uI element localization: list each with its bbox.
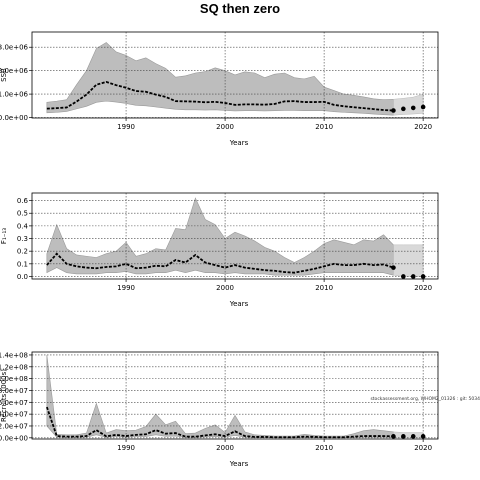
forecast-point <box>391 434 396 439</box>
forecast-point <box>410 105 416 111</box>
forecast-point <box>420 434 426 439</box>
y-tick-label: 0.2 <box>17 248 28 256</box>
source-annotation: stockassessment.org, WHOM2_01326 : git: … <box>370 396 480 402</box>
y-tick-label: 8.0e+07 <box>0 387 28 395</box>
fishing-mortality-panel: 1990 2000 2010 2020 0.0 0.1 0.2 0.3 0.4 0.5 0.6 Yea… <box>0 192 439 308</box>
forecast-point <box>410 274 416 279</box>
y-tick-label: 0.0e+00 <box>0 434 28 442</box>
x-axis-label: Years <box>229 460 249 468</box>
forecast-point <box>401 106 406 112</box>
plot-frame <box>31 351 439 440</box>
y-tick-label: 0.0 <box>17 273 28 281</box>
median-series-line <box>46 80 394 112</box>
plot-frame <box>31 192 439 280</box>
x-tick-label: 1990 <box>117 284 135 292</box>
forecast-point <box>420 274 426 279</box>
forecast-band <box>393 93 424 116</box>
x-tick-label: 1990 <box>117 444 135 452</box>
median-series-line <box>46 252 394 274</box>
recruitment-panel: 1990 2000 2010 2020 0.0e+00 2.0e+07 4.0e+07 6.0… <box>0 351 480 468</box>
forecast-band <box>393 244 424 277</box>
forecast-point <box>401 434 406 439</box>
confidence-band <box>46 354 394 438</box>
y-tick-label: 0.6 <box>17 197 29 205</box>
forecast-point <box>401 274 406 279</box>
y-axis-label: F₁₋₁₃ <box>0 228 8 244</box>
forecast-point <box>391 108 396 113</box>
ssb-panel: 1990 2000 2010 2020 0.0e+00 1.0e+06 2.0e+06 3.0… <box>0 31 439 147</box>
forecast-band <box>393 431 424 438</box>
y-tick-label: 0.4 <box>17 222 29 230</box>
x-tick-label: 2020 <box>414 444 432 452</box>
confidence-band <box>46 42 394 116</box>
x-tick-label: 2000 <box>216 284 234 292</box>
y-tick-label: 4.0e+07 <box>0 411 28 419</box>
x-tick-label: 2010 <box>315 123 333 131</box>
y-tick-label: 2.0e+07 <box>0 422 28 430</box>
x-axis-label: Years <box>229 139 249 147</box>
y-tick-label: 2.0e+06 <box>0 67 29 75</box>
x-tick-label: 2000 <box>216 444 234 452</box>
y-tick-label: 1.0e+08 <box>0 375 28 383</box>
x-tick-label: 2010 <box>315 444 333 452</box>
y-axis-label: Recruits (000s) <box>0 369 8 422</box>
y-tick-label: 0.1 <box>17 260 28 268</box>
y-tick-label: 3.0e+06 <box>0 44 29 52</box>
y-tick-label: 0.3 <box>17 235 28 243</box>
y-tick-label: 6.0e+07 <box>0 399 28 407</box>
median-series-line <box>46 406 394 439</box>
x-tick-label: 1990 <box>117 123 135 131</box>
y-tick-label: 1.0e+06 <box>0 91 29 99</box>
forecast-point <box>420 104 426 110</box>
y-tick-label: 1.4e+08 <box>0 351 28 359</box>
chart-title: SQ then zero <box>199 1 281 16</box>
plot-frame <box>31 31 439 119</box>
y-tick-label: 0.5 <box>17 210 28 218</box>
y-tick-label: 1.2e+08 <box>0 363 28 371</box>
x-tick-label: 2010 <box>315 284 333 292</box>
forecast-point <box>391 265 396 270</box>
x-tick-label: 2020 <box>414 123 432 131</box>
y-tick-label: 0.0e+00 <box>0 114 28 122</box>
x-tick-label: 2000 <box>216 123 234 131</box>
forecast-point <box>410 434 416 439</box>
x-axis-label: Years <box>229 300 249 308</box>
x-tick-label: 2020 <box>414 284 432 292</box>
y-axis-label: SSB <box>0 68 8 82</box>
